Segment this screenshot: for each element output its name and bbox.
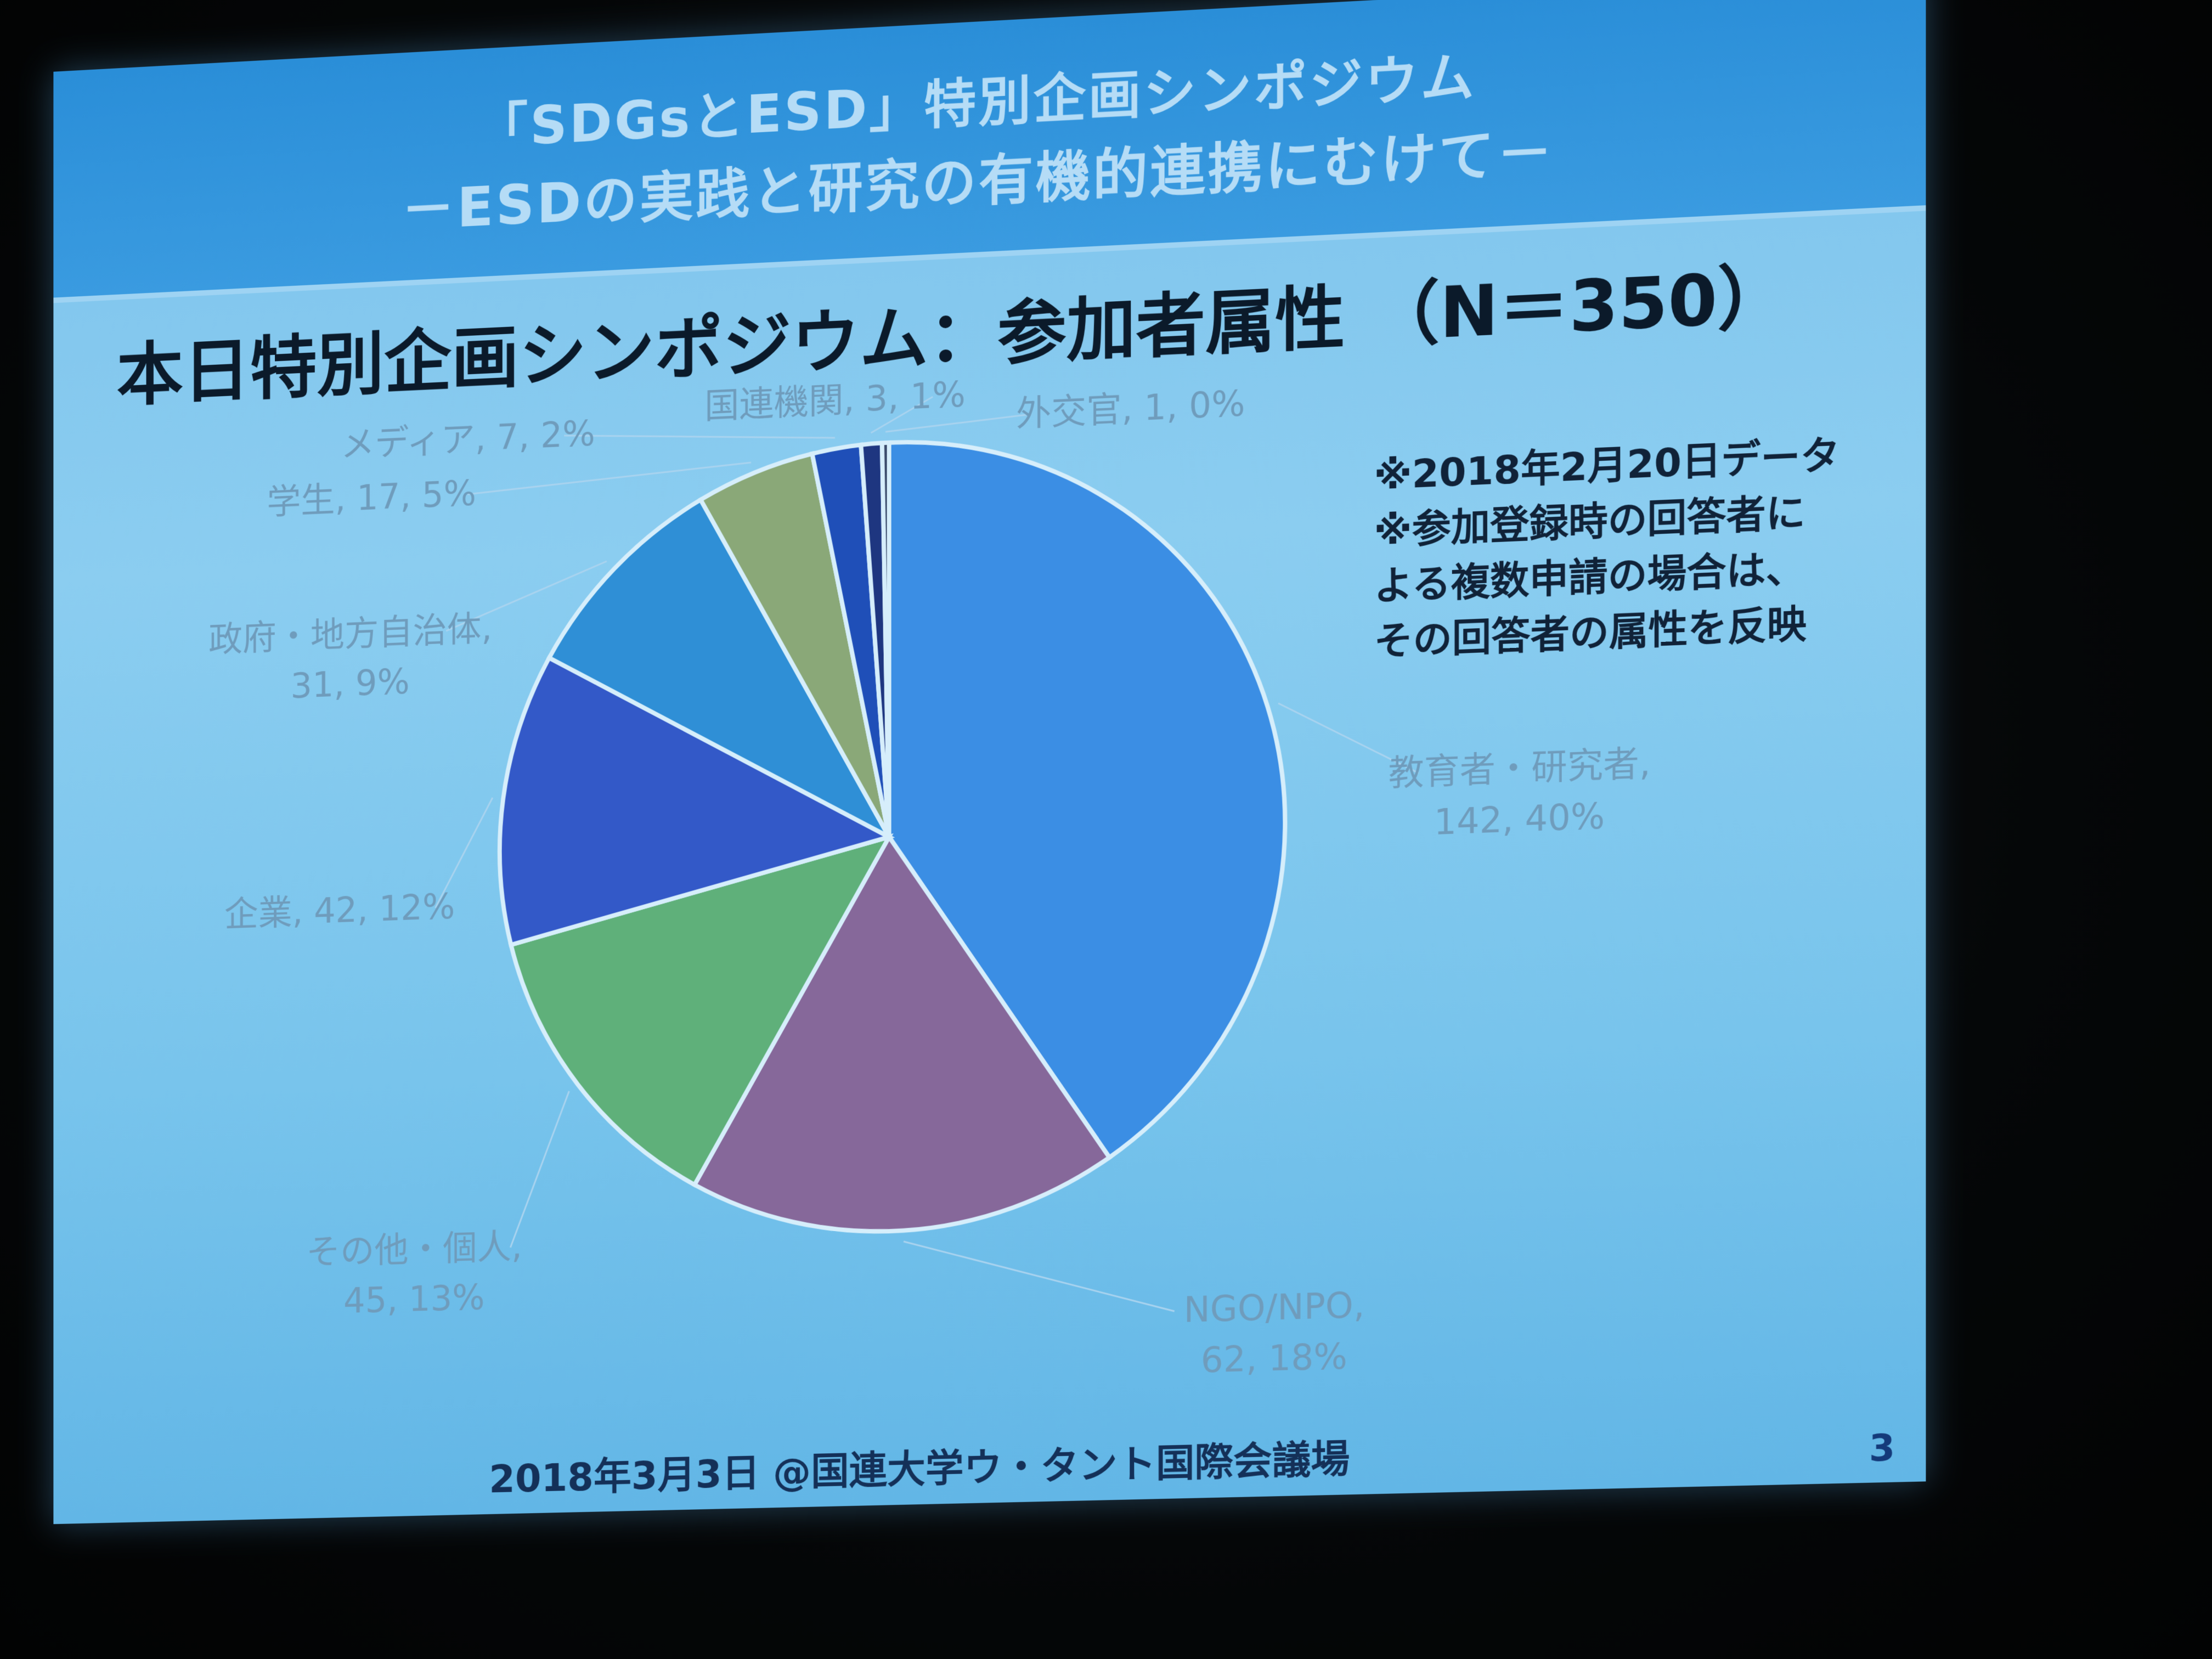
- slice-label-7: メディア, 7, 2%: [341, 413, 595, 465]
- page-number: 3: [1869, 1426, 1895, 1470]
- slice-label-5: 政府・地方自治体,: [208, 607, 492, 659]
- slice-value-label-2: 62, 18%: [1201, 1335, 1347, 1380]
- leader-line-2: [904, 1234, 1175, 1318]
- slice-label-1: 教育者・研究者,: [1389, 742, 1651, 794]
- slice-value-label-5: 31, 9%: [290, 661, 409, 707]
- slice-label-4: 企業, 42, 12%: [224, 886, 455, 935]
- leader-line-7: [564, 423, 835, 450]
- slice-label-3: その他・個人,: [306, 1226, 522, 1272]
- slice-label-9: 外交官, 1, 0%: [1016, 382, 1245, 434]
- leader-line-6: [467, 462, 751, 494]
- slice-label-2: NGO/NPO,: [1184, 1284, 1365, 1330]
- data-note: ※2018年2月20日データ ※参加登録時の回答者に よる複数申請の場合は、 そ…: [1374, 424, 1914, 670]
- slide: 「SDGsとESD」特別企画シンポジウム －ESDの実践と研究の有機的連携にむけ…: [53, 0, 1926, 1524]
- slice-label-8: 国連機関, 3, 1%: [704, 374, 966, 427]
- leader-line-3: [510, 1091, 569, 1248]
- pie-chart: 教育者・研究者,142, 40% NGO/NPO, 62, 18% その他・個人, 45…: [53, 0, 1926, 1524]
- slice-value-label-1: 142, 40%: [1434, 795, 1605, 843]
- slice-label-6: 学生, 17, 5%: [267, 472, 476, 522]
- slice-value-label-3: 45, 13%: [343, 1277, 484, 1321]
